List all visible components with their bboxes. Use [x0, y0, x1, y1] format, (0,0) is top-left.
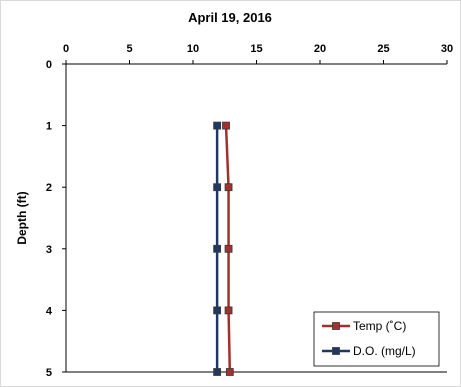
plot-axes	[62, 60, 448, 373]
data-point-marker	[213, 183, 222, 192]
y-tick-label: 5	[46, 367, 52, 379]
data-point-marker	[213, 306, 222, 315]
data-point-marker	[213, 368, 222, 376]
y-tick-label: 4	[46, 305, 53, 317]
data-point-marker	[222, 121, 230, 130]
chart-title: April 19, 2016	[188, 10, 272, 25]
y-axis-label: Depth (ft)	[15, 191, 29, 244]
legend-marker	[332, 347, 340, 355]
x-tick-label: 25	[377, 43, 389, 55]
data-point-marker	[213, 121, 222, 130]
x-tick-label: 10	[187, 43, 199, 55]
legend-label: D.O. (mg/L)	[353, 344, 416, 358]
y-tick-label: 0	[46, 59, 52, 71]
data-point-marker	[213, 244, 222, 253]
legend-box	[313, 311, 440, 367]
legend: Temp (˚C) D.O. (mg/L)	[313, 311, 440, 367]
y-tick-label: 3	[46, 244, 52, 256]
x-axis-ticks: 0 5 10 15 20 25 30	[63, 43, 453, 55]
x-tick-label: 20	[314, 43, 326, 55]
x-tick-label: 0	[63, 43, 69, 55]
legend-marker	[332, 322, 340, 330]
x-tick-label: 15	[250, 43, 262, 55]
y-axis-ticks: 0 1 2 3 4 5	[46, 59, 53, 379]
x-tick-label: 30	[441, 43, 453, 55]
data-point-marker	[224, 183, 233, 192]
y-tick-label: 2	[46, 182, 52, 194]
y-tick-label: 1	[46, 121, 52, 133]
x-tick-label: 5	[126, 43, 132, 55]
data-point-marker	[224, 244, 233, 253]
data-point-marker	[224, 306, 233, 315]
data-point-marker	[225, 368, 234, 376]
legend-label: Temp (˚C)	[353, 319, 406, 333]
series-layer	[213, 121, 234, 376]
